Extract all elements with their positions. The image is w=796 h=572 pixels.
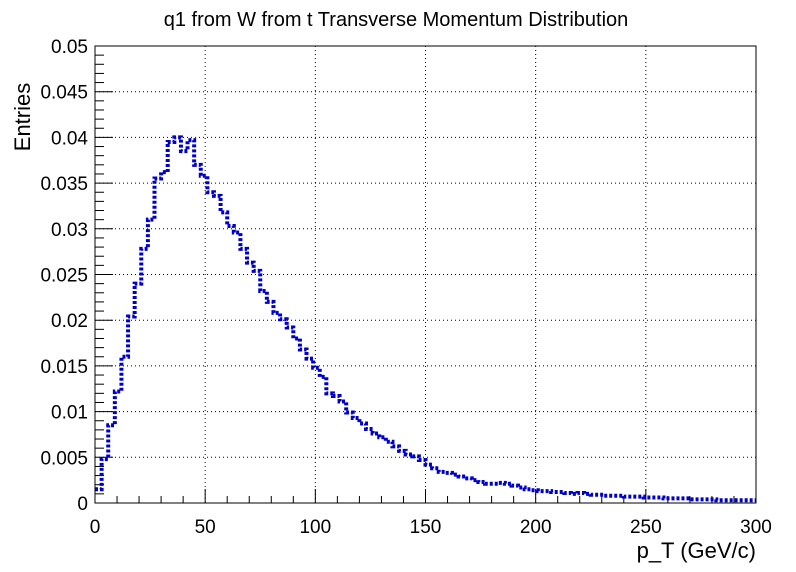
x-axis-label: p_T (GeV/c) — [637, 538, 756, 563]
x-tick-label: 300 — [740, 517, 772, 538]
x-tick-label: 150 — [410, 517, 442, 538]
x-tick-label: 0 — [90, 517, 101, 538]
y-tick-label: 0.045 — [40, 83, 88, 104]
x-tick-labels: 0 50 100 150 200 250 300 — [90, 517, 772, 538]
x-tick-label: 50 — [195, 517, 216, 538]
y-tick-label: 0.02 — [51, 311, 88, 332]
y-tick-label: 0.01 — [51, 403, 88, 424]
grid-lines — [95, 46, 756, 503]
y-tick-label: 0.035 — [40, 174, 88, 195]
y-tick-label: 0.015 — [40, 357, 88, 378]
x-tick-label: 200 — [520, 517, 552, 538]
y-tick-label: 0.04 — [51, 128, 88, 149]
x-tick-label: 100 — [299, 517, 331, 538]
chart-title: q1 from W from t Transverse Momentum Dis… — [164, 9, 629, 31]
y-tick-label: 0.025 — [40, 266, 88, 287]
plot-frame — [94, 45, 757, 504]
y-tick-labels: 0 0.005 0.01 0.015 0.02 0.025 0.03 0.035 0.04 0.0… — [40, 37, 88, 515]
y-axis-label: Entries — [10, 83, 35, 151]
y-tick-label: 0 — [77, 494, 88, 515]
histogram-line — [95, 135, 756, 503]
y-tick-label: 0.05 — [51, 37, 88, 58]
y-tick-label: 0.005 — [40, 448, 88, 469]
y-tick-label: 0.03 — [51, 220, 88, 241]
x-tick-label: 250 — [630, 517, 662, 538]
